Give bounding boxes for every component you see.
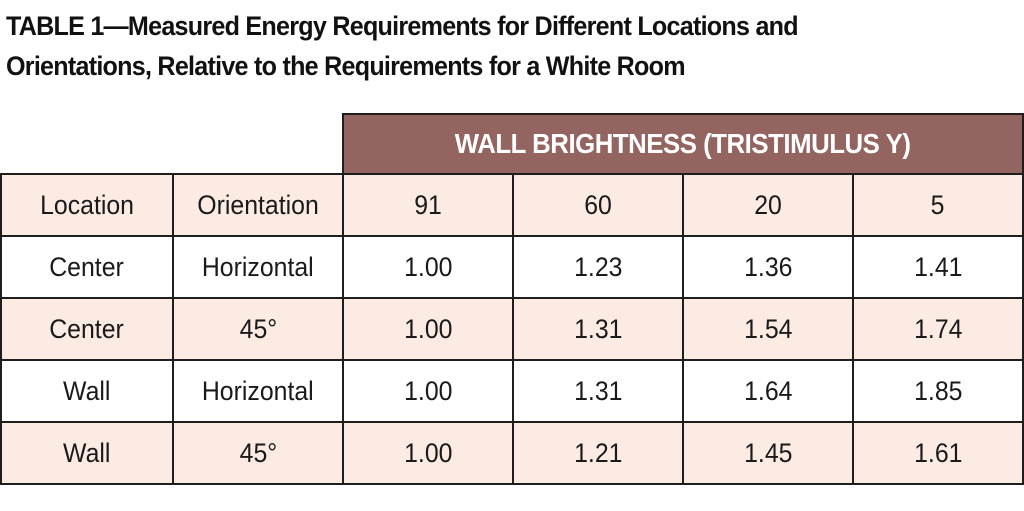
- cell-orientation: Horizontal: [172, 359, 344, 423]
- cell-value: 1.00: [342, 235, 514, 299]
- cell-value: 1.36: [682, 235, 854, 299]
- cell-value: 1.00: [342, 297, 514, 361]
- table-row: Wall 45° 1.00 1.21 1.45 1.61: [0, 421, 1024, 485]
- cell-value: 1.85: [852, 359, 1024, 423]
- table-title-line-1: TABLE 1—Measured Energy Requirements for…: [6, 11, 799, 41]
- cell-orientation: 45°: [172, 421, 344, 485]
- cell-value: 1.54: [682, 297, 854, 361]
- cell-value: 1.00: [342, 421, 514, 485]
- wall-brightness-group-header: WALL BRIGHTNESS (TRISTIMULUS Y): [342, 113, 1024, 175]
- cell-orientation: Horizontal: [172, 235, 344, 299]
- column-header-brightness-91: 91: [342, 173, 514, 237]
- cell-orientation: 45°: [172, 297, 344, 361]
- group-header-row: WALL BRIGHTNESS (TRISTIMULUS Y): [1, 113, 1024, 175]
- column-header-brightness-5: 5: [852, 173, 1024, 237]
- energy-requirements-table: WALL BRIGHTNESS (TRISTIMULUS Y) Location…: [0, 113, 1024, 485]
- column-header-location: Location: [0, 173, 174, 237]
- column-header-row: Location Orientation 91 60 20 5: [0, 173, 1024, 237]
- cell-location: Wall: [0, 421, 174, 485]
- table-row: Center 45° 1.00 1.31 1.54 1.74: [0, 297, 1024, 361]
- column-header-orientation: Orientation: [172, 173, 344, 237]
- cell-value: 1.31: [512, 297, 684, 361]
- cell-location: Wall: [0, 359, 174, 423]
- table-row: Wall Horizontal 1.00 1.31 1.64 1.85: [0, 359, 1024, 423]
- table-title: TABLE 1—Measured Energy Requirements for…: [6, 6, 945, 86]
- table-row: Center Horizontal 1.00 1.23 1.36 1.41: [0, 235, 1024, 299]
- cell-value: 1.61: [852, 421, 1024, 485]
- column-header-brightness-20: 20: [682, 173, 854, 237]
- group-header-spacer: [1, 114, 344, 175]
- column-header-brightness-60: 60: [512, 173, 684, 237]
- cell-value: 1.64: [682, 359, 854, 423]
- cell-location: Center: [0, 235, 174, 299]
- cell-value: 1.23: [512, 235, 684, 299]
- cell-value: 1.21: [512, 421, 684, 485]
- cell-value: 1.45: [682, 421, 854, 485]
- cell-value: 1.41: [852, 235, 1024, 299]
- cell-value: 1.74: [852, 297, 1024, 361]
- cell-value: 1.00: [342, 359, 514, 423]
- cell-value: 1.31: [512, 359, 684, 423]
- table-title-line-2: Orientations, Relative to the Requiremen…: [6, 51, 686, 81]
- cell-location: Center: [0, 297, 174, 361]
